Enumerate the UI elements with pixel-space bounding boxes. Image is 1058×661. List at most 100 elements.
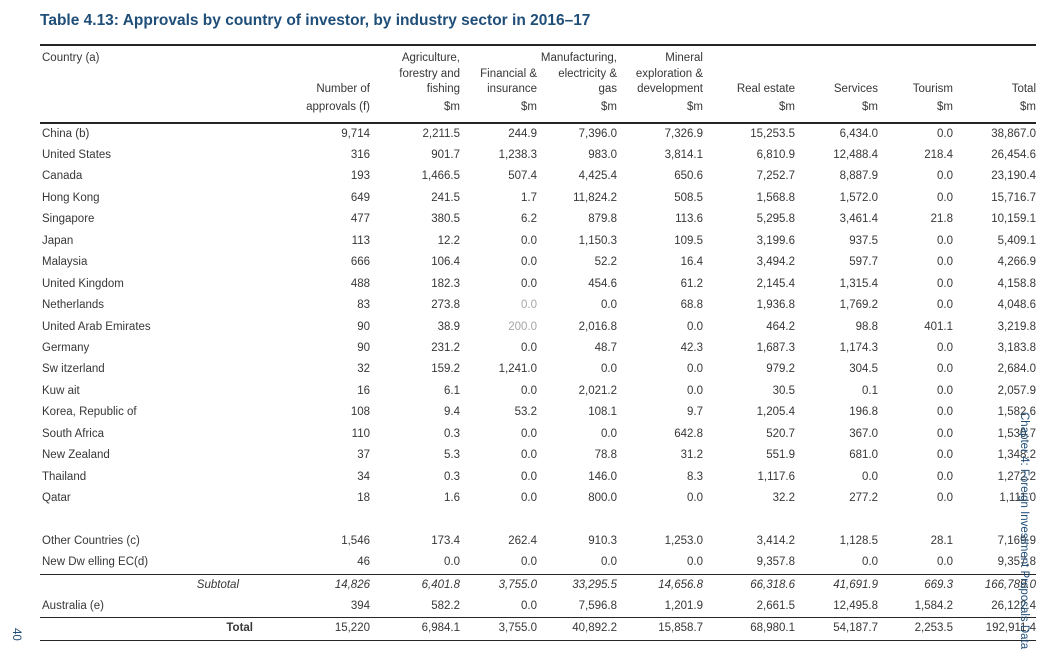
value-cell: 508.5 [674, 191, 703, 204]
country-cell: Kuw ait [42, 384, 80, 397]
value-cell: 642.8 [674, 427, 703, 440]
value-cell: 3,755.0 [460, 617, 537, 641]
value-cell: 1,584.2 [914, 600, 953, 613]
column-unit: $m [617, 97, 703, 124]
value-cell: 520.7 [766, 427, 795, 440]
value-cell: 182.3 [431, 277, 460, 290]
country-cell: New Zealand [42, 449, 110, 462]
value-cell: 218.4 [924, 148, 953, 161]
value-cell: 1,687.3 [756, 342, 795, 355]
table-row: Subtotal 14,826 6,401.8 3,755.0 33,295.5 14,6… [40, 573, 1036, 597]
column-header: Tourism [878, 44, 953, 98]
value-cell: 2,016.8 [578, 320, 617, 333]
value-cell: 159.2 [431, 363, 460, 376]
value-cell: 1.7 [521, 191, 537, 204]
value-cell: 53.2 [514, 406, 537, 419]
value-cell: 9,357.8 [756, 556, 795, 569]
value-cell: 1,238.3 [498, 148, 537, 161]
value-cell: 3,755.0 [460, 573, 537, 597]
column-unit: $m [703, 97, 795, 124]
value-cell: 146.0 [588, 470, 617, 483]
value-cell: 12,488.4 [833, 148, 878, 161]
value-cell: 2,021.2 [578, 384, 617, 397]
header-titles-row: Country (a) Number of Agriculture, forest… [40, 44, 1036, 98]
value-cell: 193 [350, 170, 370, 183]
value-cell: 0.0 [937, 363, 953, 376]
value-cell: 7,396.0 [578, 127, 617, 140]
value-cell: 597.7 [849, 256, 878, 269]
country-cell: Hong Kong [42, 191, 100, 204]
value-cell: 316 [350, 148, 370, 161]
value-cell: 0.0 [521, 449, 537, 462]
country-cell: Malaysia [42, 256, 88, 269]
value-cell: 42.3 [680, 342, 703, 355]
value-cell: 0.0 [521, 470, 537, 483]
value-cell: 9,357.8 [997, 556, 1036, 569]
value-cell: 12,495.8 [833, 600, 878, 613]
value-cell: 3,494.2 [756, 256, 795, 269]
value-cell: 68,980.1 [703, 617, 795, 641]
table-row: New Dw elling EC(d) 46 0.0 0.0 0.0 0.0 9,357.8… [40, 552, 1036, 574]
value-cell: 34 [357, 470, 370, 483]
value-cell: 4,158.8 [997, 277, 1036, 290]
value-cell: 0.0 [687, 492, 703, 505]
value-cell: 2,145.4 [756, 277, 795, 290]
table-row: Australia (e) 394 582.2 0.0 7,596.8 1,201.9 2,… [40, 596, 1036, 618]
value-cell: 196.8 [849, 406, 878, 419]
value-cell: 192,911.4 [953, 617, 1036, 641]
value-cell: 0.0 [601, 299, 617, 312]
value-cell: 37 [357, 449, 370, 462]
value-cell: 0.0 [937, 342, 953, 355]
value-cell: 78.8 [594, 449, 617, 462]
value-cell: 582.2 [431, 600, 460, 613]
value-cell: 5,409.1 [997, 234, 1036, 247]
value-cell: 0.0 [937, 277, 953, 290]
value-cell: 0.0 [521, 299, 537, 312]
value-cell: 1,530.7 [997, 427, 1036, 440]
value-cell: 38,867.0 [991, 127, 1036, 140]
value-cell: 10,159.1 [991, 213, 1036, 226]
value-cell: 477 [350, 213, 370, 226]
value-cell: 231.2 [431, 342, 460, 355]
value-cell: 454.6 [588, 277, 617, 290]
value-cell: 4,425.4 [578, 170, 617, 183]
value-cell: 4,048.6 [997, 299, 1036, 312]
value-cell: 0.0 [521, 556, 537, 569]
value-cell: 2,684.0 [997, 363, 1036, 376]
country-cell: United States [42, 148, 112, 161]
value-cell: 650.6 [674, 170, 703, 183]
value-cell: 166,789.0 [953, 573, 1036, 597]
column-unit: $m [795, 97, 878, 124]
value-cell: 304.5 [849, 363, 878, 376]
value-cell: 0.0 [937, 384, 953, 397]
value-cell: 1,568.8 [756, 191, 795, 204]
value-cell: 26,454.6 [991, 148, 1036, 161]
value-cell: 0.3 [444, 470, 460, 483]
value-cell: 173.4 [431, 534, 460, 547]
table-row: Hong Kong 649 241.5 1.7 11,824.2 508.5 1,568.8… [40, 188, 1036, 209]
value-cell: 21.8 [930, 213, 953, 226]
value-cell: 16 [357, 384, 370, 397]
column-unit: $m [460, 97, 537, 124]
value-cell: 507.4 [508, 170, 537, 183]
value-cell: 11,824.2 [573, 191, 617, 204]
value-cell: 52.2 [594, 256, 617, 269]
value-cell: 979.2 [766, 363, 795, 376]
value-cell: 7,596.8 [578, 600, 617, 613]
country-cell: Qatar [42, 492, 71, 505]
table-title: Table 4.13: Approvals by country of inve… [40, 12, 591, 29]
value-cell: 2,661.5 [756, 600, 795, 613]
value-cell: 0.0 [521, 342, 537, 355]
value-cell: 488 [350, 277, 370, 290]
table-row: Total 15,220 6,984.1 3,755.0 40,892.2 15,858.… [40, 617, 1036, 641]
value-cell: 1,348.2 [997, 449, 1036, 462]
table-row: Other Countries (c) 1,546 173.4 262.4 910.3 1… [40, 531, 1036, 552]
country-cell: South Africa [42, 427, 105, 440]
table-row: Japan 113 12.2 0.0 1,150.3 109.5 3,199.6 937.5 0… [40, 231, 1036, 252]
table-row: Thailand 34 0.3 0.0 146.0 8.3 1,117.6 0.0 0.0 1,2… [40, 467, 1036, 488]
value-cell: 6,434.0 [839, 127, 878, 140]
value-cell: 14,656.8 [617, 573, 703, 597]
value-cell: 983.0 [588, 148, 617, 161]
table-row: New Zealand 37 5.3 0.0 78.8 31.2 551.9 681.0 0.0… [40, 445, 1036, 466]
value-cell: 669.3 [878, 573, 953, 597]
